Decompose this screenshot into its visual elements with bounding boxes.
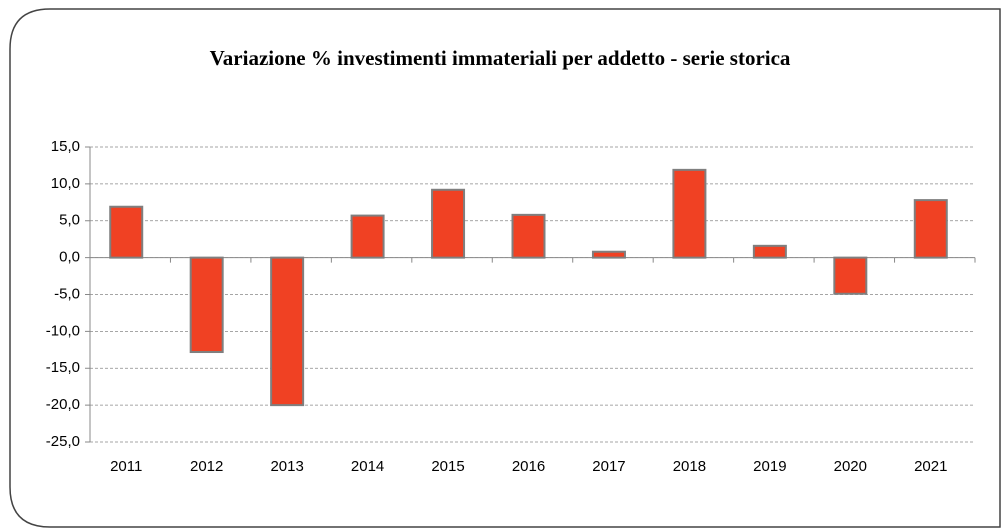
bar <box>591 250 626 259</box>
bar <box>752 244 787 259</box>
x-tick-label: 2020 <box>834 458 867 475</box>
y-tick-label: 5,0 <box>59 212 80 229</box>
bar <box>833 256 868 295</box>
y-tick-label: -5,0 <box>54 285 80 302</box>
x-tick-label: 2013 <box>270 458 303 475</box>
bar <box>270 256 305 407</box>
y-tick-label: -25,0 <box>46 433 80 450</box>
chart-frame <box>9 8 1001 528</box>
y-tick-label: 10,0 <box>51 175 80 192</box>
x-tick-label: 2012 <box>190 458 223 475</box>
y-tick-label: -15,0 <box>46 359 80 376</box>
x-tick-label: 2018 <box>673 458 706 475</box>
x-tick-label: 2021 <box>914 458 947 475</box>
bar <box>431 188 466 259</box>
bar <box>511 213 546 259</box>
x-tick-label: 2011 <box>110 458 142 475</box>
x-tick-label: 2017 <box>592 458 625 475</box>
x-tick-label: 2016 <box>512 458 545 475</box>
x-tick-label: 2019 <box>753 458 786 475</box>
x-tick-label: 2014 <box>351 458 384 475</box>
bar <box>913 199 948 259</box>
y-tick-label: -10,0 <box>46 322 80 339</box>
y-tick-label: -20,0 <box>46 396 80 413</box>
bar <box>672 168 707 259</box>
bar <box>109 205 144 259</box>
chart-title: Variazione % investimenti immateriali pe… <box>210 46 791 70</box>
y-tick-label: 15,0 <box>51 138 80 155</box>
bar <box>189 256 224 354</box>
bar <box>350 214 385 259</box>
y-tick-label: 0,0 <box>59 249 80 266</box>
x-tick-label: 2015 <box>431 458 464 475</box>
